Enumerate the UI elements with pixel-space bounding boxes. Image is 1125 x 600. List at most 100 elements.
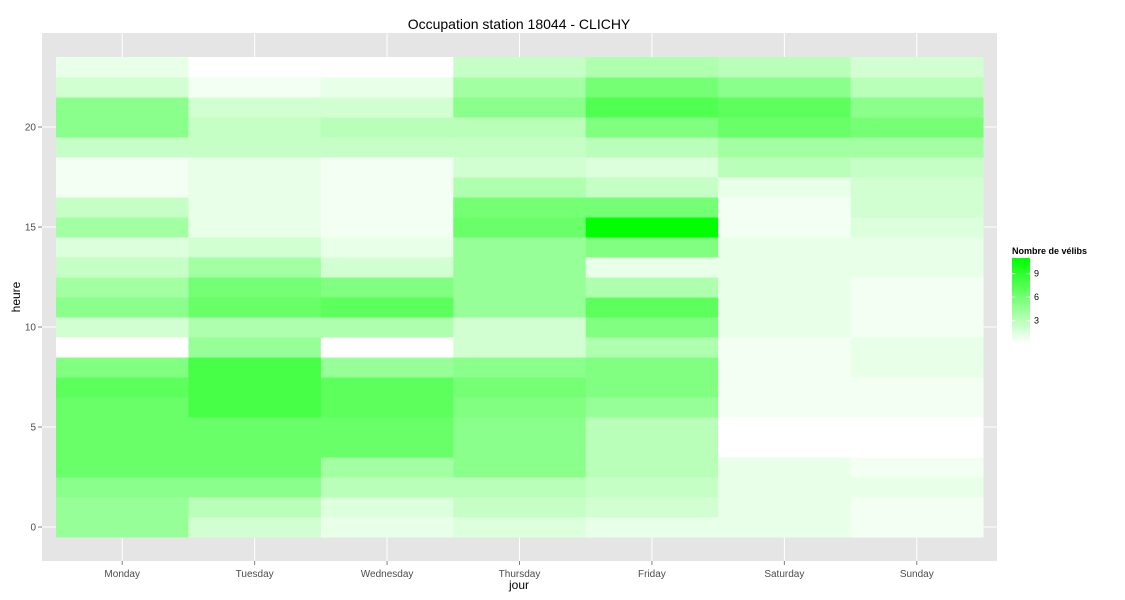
heatmap-cell	[850, 277, 984, 298]
legend-tick-label: 6	[1034, 292, 1039, 302]
heatmap-cell	[453, 497, 587, 518]
x-tick-label: Tuesday	[236, 569, 274, 580]
heatmap-cell	[718, 397, 852, 418]
chart-title: Occupation station 18044 - CLICHY	[408, 16, 631, 32]
heatmap-cell	[850, 57, 984, 78]
heatmap-cell	[188, 277, 322, 298]
heatmap-cell	[320, 497, 454, 518]
heatmap-cell	[320, 117, 454, 138]
heatmap-cell	[718, 337, 852, 358]
heatmap-cell	[320, 297, 454, 318]
heatmap-cell	[585, 277, 719, 298]
heatmap-cell	[188, 437, 322, 458]
heatmap-cell	[453, 57, 587, 78]
heatmap-cell	[320, 77, 454, 98]
heatmap-cell	[585, 157, 719, 178]
heatmap-cell	[56, 237, 189, 258]
heatmap-cell	[850, 157, 984, 178]
heatmap-cell	[718, 137, 852, 158]
heatmap-cell	[585, 177, 719, 198]
heatmap-cell	[56, 257, 189, 278]
x-tick-label: Friday	[638, 569, 666, 580]
x-tick-label: Wednesday	[361, 569, 414, 580]
heatmap-cell	[585, 57, 719, 78]
heatmap-cell	[585, 517, 719, 538]
heatmap-cell	[585, 437, 719, 458]
heatmap-cell	[718, 497, 852, 518]
legend-tick-label: 3	[1034, 316, 1039, 326]
heatmap-cell	[56, 297, 189, 318]
x-tick-label: Monday	[104, 569, 140, 580]
heatmap-cell	[188, 497, 322, 518]
x-tick-label: Saturday	[764, 569, 804, 580]
y-tick-label: 5	[30, 423, 36, 434]
heatmap-cell	[188, 217, 322, 238]
heatmap-cell	[850, 437, 984, 458]
heatmap-cell	[320, 277, 454, 298]
heatmap-cell	[453, 517, 587, 538]
heatmap-cell	[850, 237, 984, 258]
heatmap-cell	[320, 517, 454, 538]
heatmap-cell	[320, 437, 454, 458]
heatmap-cell	[718, 197, 852, 218]
heatmap-cell	[850, 177, 984, 198]
heatmap-cell	[320, 337, 454, 358]
heatmap-cell	[585, 497, 719, 518]
heatmap-cell	[56, 477, 189, 498]
heatmap-cell	[188, 97, 322, 118]
heatmap-cell	[585, 237, 719, 258]
heatmap-cell	[453, 117, 587, 138]
heatmap-cell	[453, 97, 587, 118]
heatmap-cell	[850, 137, 984, 158]
x-axis-ticks: Monday Tuesday Wednesday Thursday Friday Satu…	[104, 561, 934, 580]
heatmap-cell	[453, 457, 587, 478]
heatmap-cell	[56, 97, 189, 118]
heatmap-cell	[850, 397, 984, 418]
heatmap-cell	[453, 337, 587, 358]
heatmap-cell	[585, 477, 719, 498]
heatmap-cell	[188, 337, 322, 358]
heatmap-cell	[850, 517, 984, 538]
heatmap-cell	[718, 417, 852, 438]
heatmap-cell	[320, 57, 454, 78]
heatmap-cell	[453, 357, 587, 378]
heatmap-cell	[850, 257, 984, 278]
heatmap-cell	[320, 97, 454, 118]
legend-ticks: 3 6 9	[1012, 269, 1039, 326]
heatmap-cell	[320, 157, 454, 178]
heatmap-cell	[718, 157, 852, 178]
heatmap-cell	[453, 317, 587, 338]
heatmap-cell	[188, 397, 322, 418]
heatmap-cell	[585, 297, 719, 318]
heatmap-cell	[56, 137, 189, 158]
heatmap-cell	[188, 377, 322, 398]
x-axis-title: jour	[508, 578, 529, 592]
heatmap-cell	[585, 417, 719, 438]
heatmap-cell	[56, 337, 189, 358]
heatmap-cell	[718, 257, 852, 278]
heatmap-cell	[718, 317, 852, 338]
heatmap-cell	[188, 57, 322, 78]
heatmap-cell	[453, 217, 587, 238]
heatmap-cell	[453, 437, 587, 458]
heatmap-cell	[453, 277, 587, 298]
heatmap-cell	[320, 257, 454, 278]
heatmap-cell	[320, 477, 454, 498]
heatmap-cell	[585, 317, 719, 338]
heatmap-cell	[56, 517, 189, 538]
heatmap-cell	[850, 217, 984, 238]
heatmap-cell	[188, 477, 322, 498]
heatmap-cell	[56, 417, 189, 438]
heatmap-cell	[585, 137, 719, 158]
heatmap-cell	[320, 217, 454, 238]
heatmap-cell	[320, 377, 454, 398]
heatmap-cell	[850, 417, 984, 438]
heatmap-cell	[453, 197, 587, 218]
heatmap-cell	[585, 257, 719, 278]
heatmap-cell	[188, 197, 322, 218]
heatmap-cell	[56, 57, 189, 78]
heatmap-cell	[56, 77, 189, 98]
heatmap-cell	[718, 457, 852, 478]
heatmap-cell	[718, 217, 852, 238]
heatmap-cell	[56, 277, 189, 298]
